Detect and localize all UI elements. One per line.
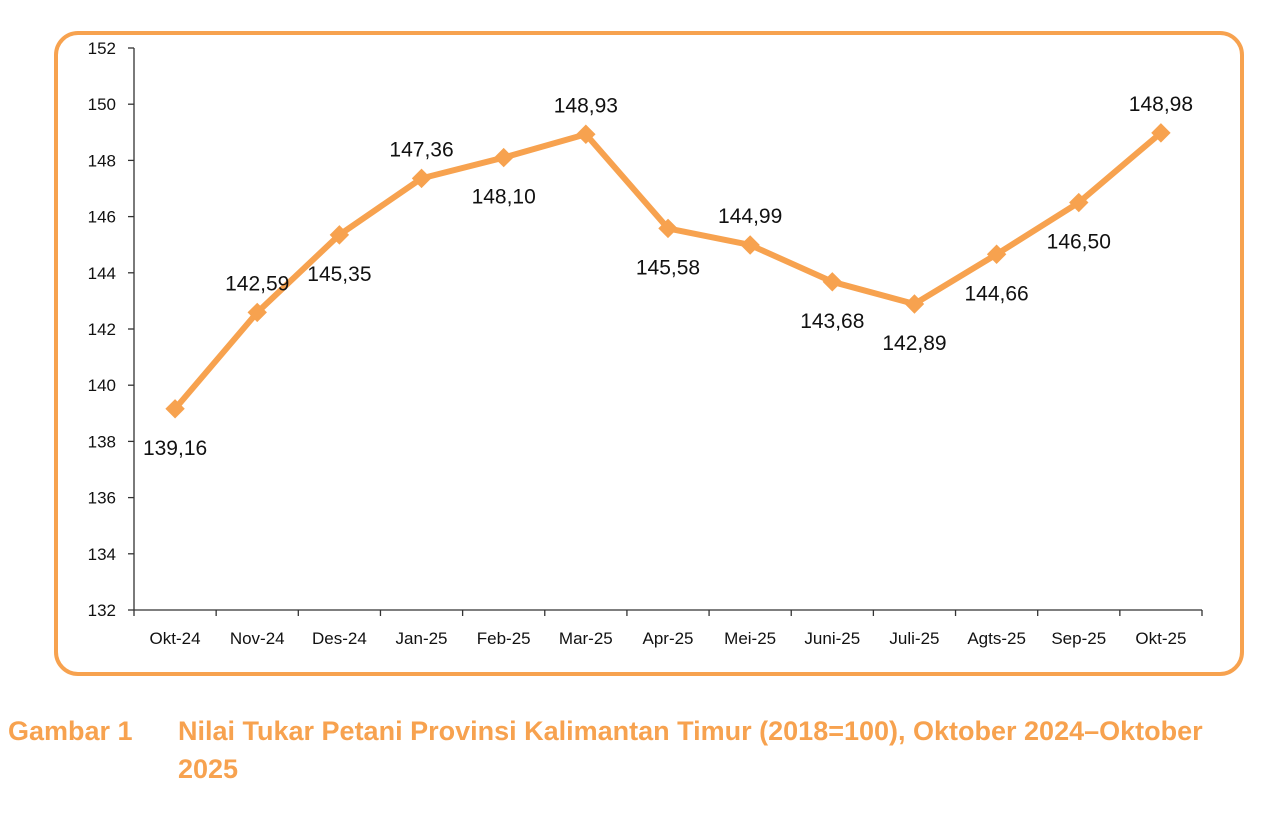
y-tick-label: 148 bbox=[88, 151, 116, 170]
data-label: 142,89 bbox=[882, 332, 946, 355]
data-point-marker bbox=[493, 147, 514, 168]
data-point-marker bbox=[576, 124, 596, 144]
data-label: 145,35 bbox=[307, 263, 371, 286]
data-label: 144,99 bbox=[718, 205, 782, 228]
x-tick-label: Sep-25 bbox=[1051, 629, 1106, 648]
data-label: 147,36 bbox=[389, 138, 453, 161]
x-tick-label: Okt-25 bbox=[1135, 629, 1186, 648]
data-label: 139,16 bbox=[143, 437, 207, 460]
y-axis: 132 134 136 138 140 142 144 146 148 150 152 bbox=[88, 39, 135, 620]
x-tick-label: Okt-24 bbox=[150, 629, 201, 648]
y-tick-label: 150 bbox=[88, 95, 116, 114]
y-tick-label: 144 bbox=[88, 264, 116, 283]
series-ntp bbox=[165, 123, 1171, 419]
y-tick-label: 142 bbox=[88, 320, 116, 339]
chart-frame bbox=[54, 31, 1244, 676]
data-label: 144,66 bbox=[964, 282, 1028, 305]
data-label: 148,98 bbox=[1129, 93, 1193, 116]
caption-text: Nilai Tukar Petani Provinsi Kalimantan T… bbox=[178, 716, 1203, 784]
x-tick-label: Nov-24 bbox=[230, 629, 285, 648]
x-tick-label: Juni-25 bbox=[804, 629, 860, 648]
y-tick-label: 132 bbox=[88, 601, 116, 620]
data-point-marker bbox=[247, 302, 267, 323]
data-label: 146,50 bbox=[1047, 231, 1111, 254]
data-point-marker bbox=[329, 225, 350, 245]
data-point-marker bbox=[986, 244, 1007, 264]
y-tick-label: 140 bbox=[88, 376, 116, 395]
data-point-marker bbox=[904, 294, 925, 314]
x-tick-label: Agts-25 bbox=[967, 629, 1026, 648]
y-tick-label: 138 bbox=[88, 432, 116, 451]
x-axis: Okt-24 Nov-24 Des-24 Jan-25 Feb-25 Mar-25 Apr-… bbox=[133, 609, 1203, 648]
x-tick-label: Des-24 bbox=[312, 629, 367, 648]
y-tick-label: 134 bbox=[88, 545, 116, 564]
data-point-marker bbox=[165, 399, 185, 419]
data-label: 148,10 bbox=[472, 186, 536, 209]
x-tick-label: Mei-25 bbox=[724, 629, 776, 648]
data-label: 142,59 bbox=[225, 272, 289, 295]
x-tick-label: Feb-25 bbox=[477, 629, 531, 648]
y-tick-label: 136 bbox=[88, 489, 116, 508]
caption-number: Gambar 1 bbox=[8, 716, 133, 746]
data-point-marker bbox=[411, 168, 432, 189]
x-tick-label: Mar-25 bbox=[559, 629, 613, 648]
data-point-marker bbox=[658, 218, 678, 239]
y-tick-label: 146 bbox=[88, 208, 116, 227]
data-point-marker bbox=[740, 235, 760, 255]
data-point-marker bbox=[1069, 192, 1089, 213]
y-tick-label: 152 bbox=[88, 39, 116, 58]
data-labels: 139,16 142,59 145,35 147,36 148,10 148,93 145,… bbox=[143, 93, 1193, 460]
data-label: 148,93 bbox=[554, 94, 618, 117]
x-tick-label: Juli-25 bbox=[889, 629, 939, 648]
data-point-marker bbox=[1151, 123, 1171, 143]
data-label: 145,58 bbox=[636, 256, 700, 279]
x-tick-label: Jan-25 bbox=[396, 629, 448, 648]
x-tick-label: Apr-25 bbox=[642, 629, 693, 648]
data-point-marker bbox=[822, 272, 843, 292]
data-label: 143,68 bbox=[800, 310, 864, 333]
